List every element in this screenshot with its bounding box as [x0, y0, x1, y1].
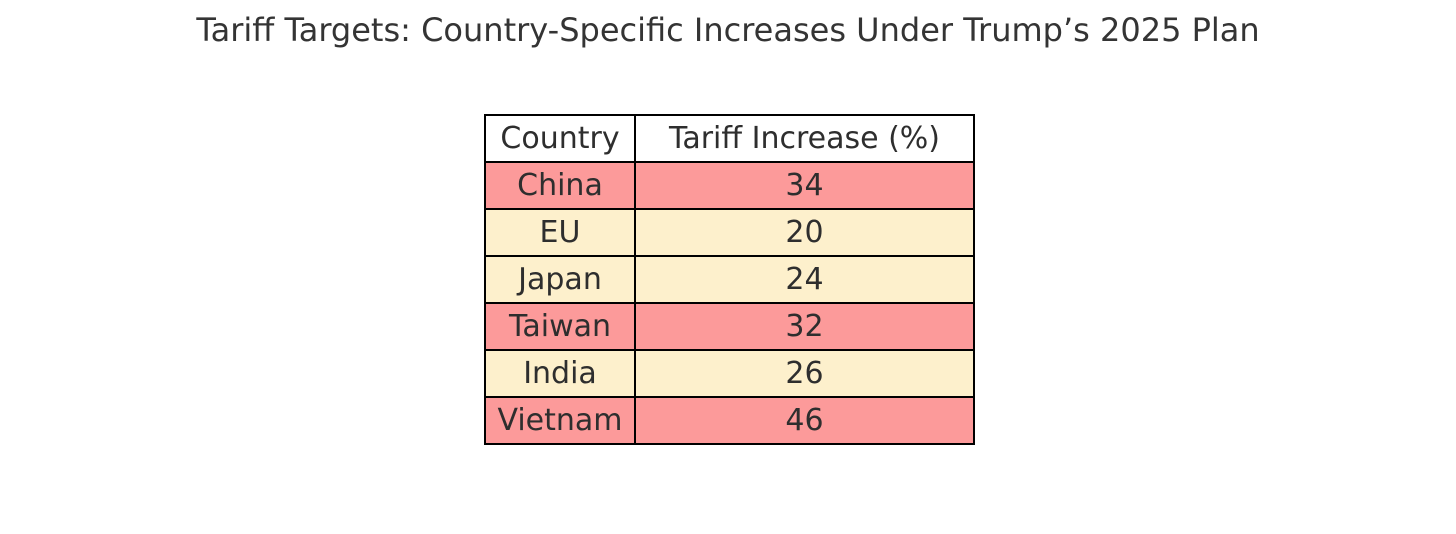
cell-value: 24	[634, 255, 975, 304]
column-header-country: Country	[484, 114, 636, 163]
cell-country: China	[484, 161, 636, 210]
table-header-row: Country Tariff Increase (%)	[484, 114, 975, 163]
cell-country: Taiwan	[484, 302, 636, 351]
table-row: Taiwan 32	[484, 302, 975, 351]
table-row: China 34	[484, 161, 975, 210]
column-header-tariff: Tariff Increase (%)	[634, 114, 975, 163]
cell-value: 26	[634, 349, 975, 398]
table-row: EU 20	[484, 208, 975, 257]
cell-value: 32	[634, 302, 975, 351]
table-row: Vietnam 46	[484, 396, 975, 445]
cell-country: India	[484, 349, 636, 398]
cell-country: Vietnam	[484, 396, 636, 445]
cell-country: Japan	[484, 255, 636, 304]
table-row: India 26	[484, 349, 975, 398]
table-row: Japan 24	[484, 255, 975, 304]
cell-value: 20	[634, 208, 975, 257]
cell-value: 46	[634, 396, 975, 445]
cell-country: EU	[484, 208, 636, 257]
tariff-table: Country Tariff Increase (%) China 34 EU …	[484, 114, 975, 445]
cell-value: 34	[634, 161, 975, 210]
page-title: Tariff Targets: Country-Specific Increas…	[196, 11, 1260, 49]
